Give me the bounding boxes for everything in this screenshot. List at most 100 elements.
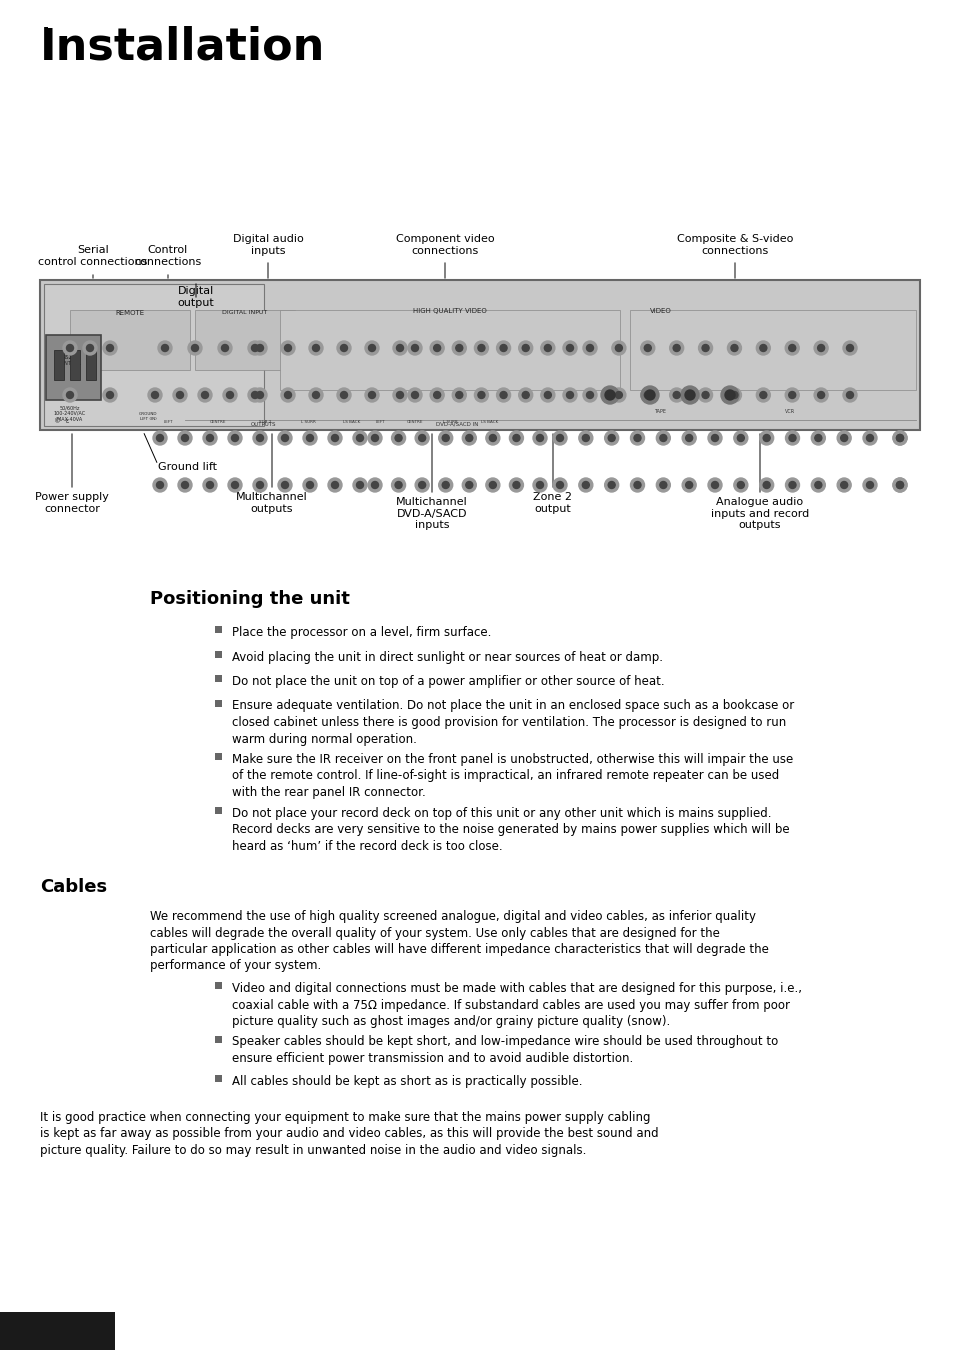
Circle shape [788,435,795,441]
Circle shape [756,387,769,402]
Bar [214,675,222,682]
Text: It is good practice when connecting your equipment to make sure that the mains p: It is good practice when connecting your… [40,1111,658,1157]
Bar [194,310,294,370]
Circle shape [176,392,183,398]
Circle shape [248,342,262,355]
Circle shape [634,482,640,489]
Circle shape [256,482,263,489]
Circle shape [607,482,615,489]
Circle shape [371,482,378,489]
Circle shape [201,392,209,398]
Text: AV9
E-6: AV9 E-6 [45,8,70,30]
Circle shape [759,392,766,398]
Circle shape [730,392,738,398]
Circle shape [178,431,192,446]
Circle shape [611,387,625,402]
Circle shape [226,392,233,398]
Circle shape [391,431,405,446]
Text: LS BACK: LS BACK [343,420,360,424]
Circle shape [784,431,799,446]
Circle shape [252,392,258,398]
Text: DIGITAL INPUT: DIGITAL INPUT [222,310,268,315]
Circle shape [611,342,625,355]
Circle shape [817,344,823,351]
Circle shape [711,482,718,489]
Text: Ensure adequate ventilation. Do not place the unit in an enclosed space such as : Ensure adequate ventilation. Do not plac… [232,699,794,745]
Circle shape [306,435,314,441]
Circle shape [673,392,679,398]
Circle shape [556,435,563,441]
Bar [214,626,222,633]
Text: CENTRE: CENTRE [406,420,423,424]
Bar [54,350,64,379]
Text: Serial
control connections: Serial control connections [38,246,148,267]
Circle shape [408,387,421,402]
Circle shape [509,478,523,491]
Circle shape [544,344,551,351]
Circle shape [203,478,216,491]
Circle shape [604,478,618,491]
Circle shape [581,482,589,489]
Circle shape [698,342,712,355]
Circle shape [497,387,510,402]
Text: HIGH QUALITY VIDEO: HIGH QUALITY VIDEO [413,308,486,315]
Circle shape [640,342,654,355]
Circle shape [391,478,405,491]
Text: TAPE: TAPE [654,409,665,414]
Bar [214,1035,222,1042]
Circle shape [256,435,263,441]
Circle shape [842,387,856,402]
Circle shape [643,344,651,351]
Text: LS BACK: LS BACK [481,420,498,424]
Circle shape [553,431,566,446]
Circle shape [644,390,655,400]
Circle shape [656,431,670,446]
Circle shape [474,387,488,402]
Text: We recommend the use of high quality screened analogue, digital and video cables: We recommend the use of high quality scr… [150,910,768,972]
Circle shape [172,387,187,402]
Circle shape [395,435,401,441]
Circle shape [371,435,378,441]
Circle shape [181,435,189,441]
Circle shape [303,478,316,491]
Circle shape [842,342,856,355]
Circle shape [67,392,73,398]
Circle shape [730,344,738,351]
Circle shape [837,431,850,446]
Circle shape [232,435,238,441]
Circle shape [83,342,97,355]
Circle shape [840,435,847,441]
Circle shape [103,342,117,355]
Text: All cables should be kept as short as is practically possible.: All cables should be kept as short as is… [232,1075,582,1088]
Circle shape [707,478,721,491]
Circle shape [356,435,363,441]
Circle shape [707,431,721,446]
Text: Avoid placing the unit in direct sunlight or near sources of heat or damp.: Avoid placing the unit in direct sunligh… [232,651,662,663]
Circle shape [152,478,167,491]
Text: DVD-A/SACD IN: DVD-A/SACD IN [436,423,477,427]
Circle shape [309,342,323,355]
Circle shape [896,435,902,441]
Text: Positioning the unit: Positioning the unit [150,590,350,608]
Circle shape [221,344,229,351]
Circle shape [303,431,316,446]
Circle shape [256,344,263,351]
Circle shape [788,344,795,351]
Bar [70,350,80,379]
Circle shape [784,478,799,491]
Bar [46,355,94,375]
Circle shape [434,392,440,398]
Text: L SURR: L SURR [442,420,456,424]
Circle shape [813,387,827,402]
Circle shape [684,390,695,400]
Bar [280,310,619,390]
Text: Composite & S-video
connections: Composite & S-video connections [676,235,792,256]
Circle shape [438,431,453,446]
Bar [86,350,96,379]
Circle shape [865,482,873,489]
Circle shape [489,435,496,441]
Circle shape [206,435,213,441]
Circle shape [634,435,640,441]
Circle shape [353,478,367,491]
Circle shape [813,342,827,355]
